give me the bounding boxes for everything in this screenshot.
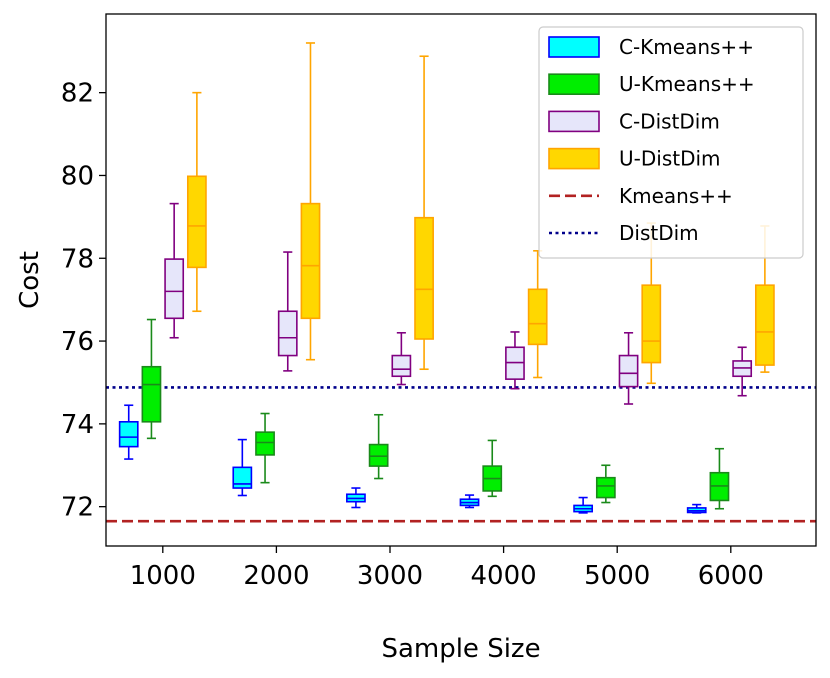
legend-label: U-Kmeans++ xyxy=(619,72,755,96)
legend-entry-u-distdim: U-DistDim xyxy=(548,147,721,171)
box-iqr xyxy=(368,443,389,467)
legend-label: C-DistDim xyxy=(619,109,720,133)
y-tick-label: 80 xyxy=(61,161,94,191)
x-tick-label: 1000 xyxy=(130,561,196,591)
box-iqr xyxy=(255,431,275,456)
legend-label: U-DistDim xyxy=(619,147,721,171)
box-u-distdim-1000 xyxy=(186,91,207,313)
box-c-distdim-2000 xyxy=(277,251,298,372)
box-u-kmeans--1000 xyxy=(141,318,162,440)
legend-swatch xyxy=(548,36,600,58)
legend-swatch xyxy=(548,147,600,170)
box-u-kmeans--5000 xyxy=(595,464,616,504)
box-u-distdim-4000 xyxy=(527,250,548,379)
box-iqr xyxy=(414,216,434,340)
box-u-distdim-3000 xyxy=(414,55,434,371)
box-u-kmeans--2000 xyxy=(255,412,275,484)
reference-lines xyxy=(106,386,816,523)
box-iqr xyxy=(277,310,298,357)
box-c-distdim-6000 xyxy=(732,346,753,397)
legend-label: Kmeans++ xyxy=(619,184,733,208)
legend-entry-distdim: DistDim xyxy=(549,221,699,245)
box-u-kmeans--6000 xyxy=(709,447,730,510)
legend-entry-c-distdim: C-DistDim xyxy=(548,109,720,133)
box-iqr xyxy=(232,466,253,489)
y-axis-label: Cost xyxy=(15,251,45,309)
box-c-kmeans--1000 xyxy=(118,404,139,460)
x-tick-label: 3000 xyxy=(357,561,423,591)
box-iqr xyxy=(391,354,412,378)
plot-frame xyxy=(105,13,817,547)
legend-swatch xyxy=(548,110,600,133)
box-iqr xyxy=(141,365,162,423)
y-tick-label: 82 xyxy=(61,79,94,109)
x-tick-label: 4000 xyxy=(471,561,537,591)
y-tick-label: 74 xyxy=(61,410,94,440)
box-c-kmeans--2000 xyxy=(232,438,253,497)
box-iqr xyxy=(527,288,548,346)
legend: C-Kmeans++ U-Kmeans++ C-DistDim U-DistDim Km… xyxy=(538,26,804,259)
x-tick-label: 5000 xyxy=(584,561,650,591)
y-tick-label: 78 xyxy=(61,244,94,274)
box-c-distdim-3000 xyxy=(391,331,412,386)
box-iqr xyxy=(754,284,775,366)
box-iqr xyxy=(641,284,662,364)
box-c-distdim-5000 xyxy=(618,331,639,405)
box-u-distdim-2000 xyxy=(300,42,321,361)
box-iqr xyxy=(118,420,139,448)
box-c-distdim-1000 xyxy=(164,202,185,339)
box-iqr xyxy=(595,476,616,499)
box-c-kmeans--6000 xyxy=(686,503,707,514)
box-c-kmeans--3000 xyxy=(346,487,366,509)
x-tick-label: 2000 xyxy=(243,561,309,591)
legend-entry-kmeans-: Kmeans++ xyxy=(549,184,733,208)
legend-entry-c-kmeans-: C-Kmeans++ xyxy=(548,35,754,59)
box-iqr xyxy=(300,202,321,320)
box-iqr xyxy=(186,175,207,269)
box-iqr xyxy=(618,354,639,388)
box-c-kmeans--5000 xyxy=(573,496,594,514)
legend-swatch xyxy=(548,73,600,95)
box-u-kmeans--3000 xyxy=(368,413,389,480)
box-c-kmeans--4000 xyxy=(459,494,480,509)
legend-entry-u-kmeans-: U-Kmeans++ xyxy=(548,72,755,96)
y-tick-label: 76 xyxy=(61,327,94,357)
legend-label: C-Kmeans++ xyxy=(619,35,754,59)
x-axis-ticks: 1000 2000 3000 4000 5000 6000 xyxy=(130,546,764,591)
box-u-distdim-6000 xyxy=(754,225,775,373)
y-tick-label: 72 xyxy=(61,493,94,523)
legend-frame xyxy=(538,26,804,259)
x-tick-label: 6000 xyxy=(698,561,764,591)
x-axis-label: Sample Size xyxy=(381,634,540,664)
box-u-kmeans--4000 xyxy=(482,439,503,498)
box-groups xyxy=(118,42,775,514)
box-c-distdim-4000 xyxy=(505,331,525,390)
box-iqr xyxy=(164,258,185,320)
legend-label: DistDim xyxy=(619,221,699,245)
y-axis-ticks: 72 74 76 78 80 82 xyxy=(61,79,106,523)
